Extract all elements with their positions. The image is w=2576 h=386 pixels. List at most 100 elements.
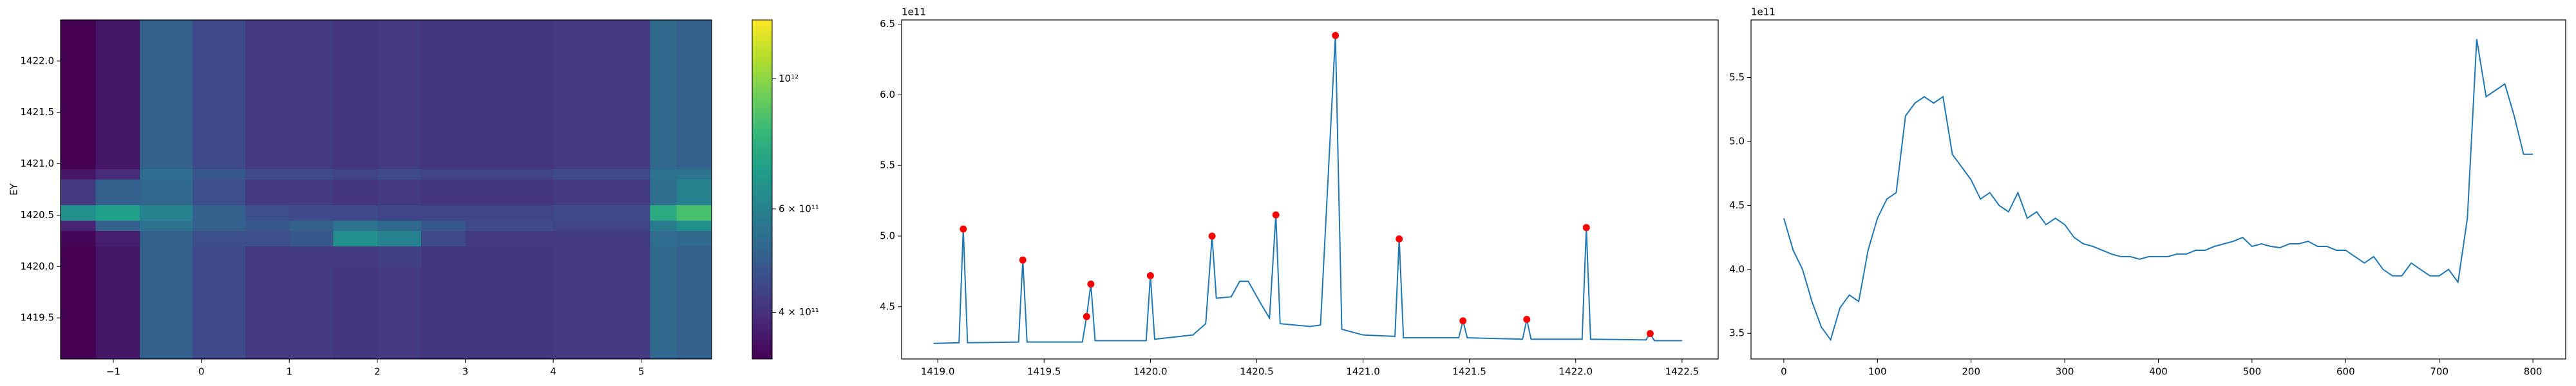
heatmap-cell: [421, 205, 466, 221]
x-tick-label: 300: [2056, 366, 2074, 378]
y-tick-label: 4.5: [1729, 199, 1745, 211]
x-tick-label: 0: [198, 366, 205, 378]
heatmap-cell: [289, 318, 334, 360]
heatmap-cell: [465, 60, 554, 113]
heatmap-cell: [289, 220, 334, 231]
heatmap-cell: [676, 205, 712, 221]
heatmap-cell: [95, 60, 140, 113]
heatmap-cell: [553, 318, 650, 360]
heatmap-cell: [245, 230, 290, 246]
heatmap-cell: [421, 179, 466, 205]
x-tick-label: 3: [462, 366, 469, 378]
x-tick-label: 1: [286, 366, 292, 378]
heatmap-cell: [245, 220, 290, 231]
heatmap-cell: [465, 179, 554, 205]
heatmap-cell: [553, 20, 650, 62]
heatmap-cell: [421, 266, 466, 318]
heatmap-cell: [553, 246, 650, 267]
colorbar-tick-label: 4 × 10¹¹: [779, 306, 819, 318]
x-tick-label: 500: [2243, 366, 2262, 378]
heatmap-cell: [465, 230, 554, 246]
heatmap-cell: [421, 169, 466, 180]
data-line: [933, 35, 1682, 344]
heatmap-cell: [333, 179, 378, 205]
heatmap-cell: [553, 266, 650, 318]
heatmap-cell: [61, 230, 97, 246]
heatmap-cell: [192, 220, 246, 231]
heatmap-cell: [95, 318, 140, 360]
heatmap-cell: [377, 246, 422, 267]
heatmap-cell: [553, 112, 650, 170]
x-tick-label: 1422.0: [1559, 366, 1593, 378]
y-axis-label: EY: [8, 183, 20, 195]
heatmap-cell: [421, 220, 466, 231]
peak-marker: [1272, 211, 1280, 219]
x-tick-label: 200: [1962, 366, 1980, 378]
heatmap-cell: [421, 230, 466, 246]
heatmap-cell: [139, 179, 193, 205]
heatmap-cell: [333, 60, 378, 113]
heatmap-cell: [61, 220, 97, 231]
axes-frame: [901, 19, 1719, 360]
heatmap-cell: [650, 246, 677, 267]
x-tick-label: 1419.5: [1027, 366, 1061, 378]
heatmap-cell: [139, 230, 193, 246]
y-tick-label: 1420.0: [21, 261, 55, 272]
heatmap-cell: [333, 246, 378, 267]
offset-label: 1e11: [902, 6, 926, 18]
heatmap-cell: [61, 112, 97, 170]
heatmap-cell: [650, 60, 677, 113]
y-tick-label: 4.0: [1729, 263, 1745, 275]
x-tick-label: 1420.0: [1133, 366, 1168, 378]
heatmap-cell: [289, 169, 334, 180]
heatmap-cell: [289, 20, 334, 62]
peak-marker: [1582, 224, 1590, 232]
heatmap-cell: [377, 179, 422, 205]
heatmap-cell: [289, 266, 334, 318]
peak-marker: [1459, 317, 1467, 325]
heatmap-cell: [421, 112, 466, 170]
heatmap-cell: [245, 112, 290, 170]
y-tick-label: 1419.5: [21, 312, 55, 324]
y-tick-label: 5.5: [1729, 71, 1745, 83]
heatmap-cell: [289, 205, 334, 221]
heatmap-cell: [553, 220, 650, 231]
heatmap-cell: [421, 20, 466, 62]
axes-frame: [60, 19, 712, 360]
heatmap-cell: [650, 220, 677, 231]
y-tick-label: 5.5: [880, 160, 895, 171]
heatmap-cell: [465, 266, 554, 318]
heatmap-cell: [377, 60, 422, 113]
heatmap-cell: [61, 205, 97, 221]
heatmap-cell: [465, 318, 554, 360]
heatmap-cell: [192, 179, 246, 205]
peak-marker: [1523, 316, 1531, 324]
heatmap-cell: [465, 246, 554, 267]
x-tick-label: 600: [2336, 366, 2355, 378]
heatmap-cell: [650, 318, 677, 360]
heatmap-cell: [333, 230, 378, 246]
heatmap-cell: [465, 220, 554, 231]
heatmap-cell: [676, 60, 712, 113]
heatmap-cell: [61, 246, 97, 267]
heatmap-cell: [377, 220, 422, 231]
heatmap-cell: [553, 60, 650, 113]
x-tick-label: 700: [2430, 366, 2448, 378]
heatmap-cell: [61, 60, 97, 113]
peak-marker: [1208, 232, 1216, 240]
heatmap-cell: [95, 220, 140, 231]
y-tick-label: 4.5: [880, 300, 895, 312]
heatmap-cell: [289, 60, 334, 113]
heatmap-cell: [650, 169, 677, 180]
heatmap-cell: [192, 230, 246, 246]
heatmap-cell: [377, 112, 422, 170]
heatmap-cell: [289, 230, 334, 246]
heatmap-cell: [377, 169, 422, 180]
x-tick-label: 400: [2149, 366, 2168, 378]
heatmap-cell: [139, 246, 193, 267]
colorbar-tick-label: 10¹²: [779, 73, 799, 84]
heatmap-cell: [333, 318, 378, 360]
heatmap-cell: [245, 266, 290, 318]
heatmap-cell: [553, 230, 650, 246]
y-tick-label: 5.0: [880, 230, 895, 241]
